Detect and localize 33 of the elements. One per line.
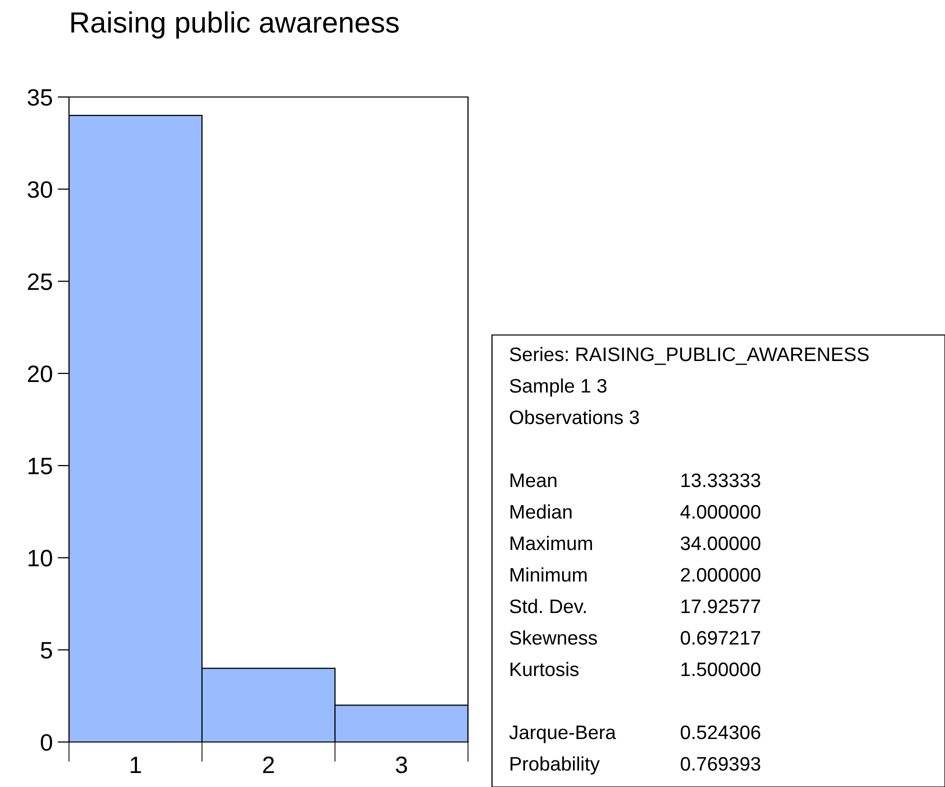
text: Mean: [510, 474, 556, 488]
y-tick-label: 30: [28, 181, 52, 198]
text: Kurtosis: [510, 662, 579, 676]
text: Series: RAISING_PUBLIC_AWARENESS: [510, 346, 869, 365]
y-tick-label: 5: [40, 642, 52, 659]
text: Std. Dev.: [510, 598, 586, 614]
text: Skewness: [510, 630, 597, 645]
text: 17.92577: [681, 599, 760, 614]
x-tick-label: 3: [396, 756, 408, 774]
y-tick-label: 35: [28, 89, 52, 106]
text: 1.500000: [681, 662, 760, 676]
x-tick-label: 1: [130, 756, 141, 773]
text: 34.00000: [680, 536, 760, 550]
text: Probability: [510, 756, 600, 775]
text: 2.000000: [680, 568, 760, 582]
text: 0.524306: [680, 725, 760, 740]
text: Minimum: [510, 567, 587, 582]
y-tick-label: 0: [40, 734, 52, 751]
text: Median: [510, 504, 572, 519]
text: Jarque-Bera: [509, 726, 616, 744]
text: 0.697217: [680, 630, 760, 645]
text: Maximum: [510, 536, 592, 550]
y-tick-label: 10: [28, 550, 52, 566]
x-tick-label: 2: [263, 756, 274, 773]
chart-title: Raising public awareness: [71, 11, 399, 39]
text: 13.33333: [681, 473, 760, 488]
text: Observations 3: [510, 410, 639, 424]
y-tick-label: 20: [28, 365, 52, 382]
text: 0.769393: [680, 756, 760, 771]
text: Sample 1 3: [510, 378, 607, 397]
text: 4.000000: [680, 504, 760, 519]
y-tick-label: 25: [28, 273, 52, 290]
y-tick-label: 15: [28, 458, 52, 474]
